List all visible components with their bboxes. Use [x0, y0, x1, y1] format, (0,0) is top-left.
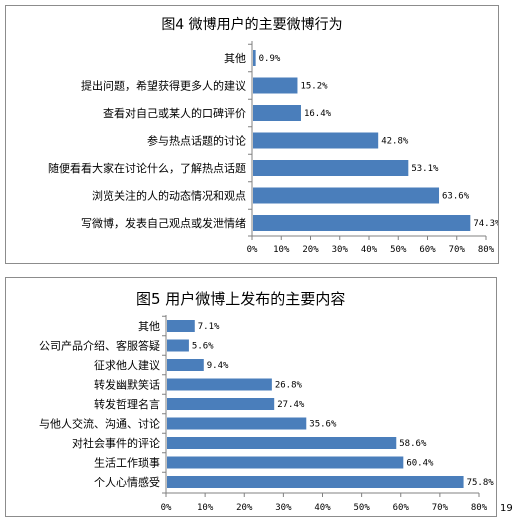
chart-panel-fig4: 图4 微博用户的主要微博行为 其他 0.9% 提出问题，希望获得更多人的建议 15.2… — [5, 5, 499, 264]
bar-chart-fig4: 其他 0.9% 提出问题，希望获得更多人的建议 15.2% 查看对自己或某人的口碑评价 1… — [48, 41, 498, 255]
bar — [253, 50, 256, 66]
bar-chart-fig5: 其他 7.1% 公司产品介绍、客服答疑 5.6% 征求他人建议 9.4% 转发幽默笑话 26.… — [39, 315, 495, 513]
data-label: 75.8% — [467, 478, 495, 488]
x-tick-label: 40% — [314, 503, 331, 513]
category-label: 对社会事件的评论 — [72, 436, 160, 450]
bar — [253, 187, 440, 204]
bar — [167, 320, 195, 332]
data-label: 5.6% — [192, 342, 214, 352]
x-tick-label: 60% — [419, 245, 436, 255]
chart-title-fig4: 图4 微博用户的主要微博行为 — [161, 17, 343, 33]
data-label: 42.8% — [381, 137, 409, 147]
x-tick-label: 60% — [393, 503, 410, 513]
category-label: 转发哲理名言 — [94, 397, 160, 411]
bar — [167, 339, 189, 352]
data-label: 60.4% — [406, 459, 434, 469]
x-tick-label: 40% — [361, 245, 378, 255]
bar — [253, 132, 379, 149]
data-label: 26.8% — [275, 381, 303, 391]
chart-panel-fig5: 图5 用户微博上发布的主要内容 其他 7.1% 公司产品介绍、客服答疑 5.6% 征求他… — [5, 277, 497, 517]
bar — [167, 378, 272, 391]
x-tick-label: 50% — [353, 503, 370, 513]
category-label: 转发幽默笑话 — [94, 377, 160, 391]
data-label: 63.6% — [442, 192, 470, 202]
bar — [253, 77, 298, 94]
category-label: 与他人交流、沟通、讨论 — [39, 416, 160, 430]
category-label: 征求他人建议 — [94, 358, 160, 372]
x-tick-label: 30% — [275, 503, 292, 513]
x-tick-label: 0% — [247, 245, 258, 255]
data-label: 16.4% — [304, 109, 332, 119]
bar — [253, 160, 409, 176]
bar — [167, 476, 464, 488]
x-tick-label: 20% — [236, 503, 253, 513]
x-tick-label: 30% — [332, 245, 349, 255]
chart-title-fig5: 图5 用户微博上发布的主要内容 — [136, 290, 346, 308]
data-label: 9.4% — [207, 361, 229, 371]
category-label: 其他 — [138, 320, 160, 333]
x-tick-label: 80% — [471, 503, 488, 513]
category-label: 随便看看大家在讨论什么，了解热点话题 — [48, 161, 246, 175]
bar — [167, 437, 397, 449]
category-label: 查看对自己或某人的口碑评价 — [103, 106, 246, 120]
data-label: 74.3% — [473, 219, 498, 229]
bar — [167, 359, 204, 371]
x-tick-label: 0% — [161, 503, 172, 513]
data-label: 58.6% — [399, 439, 427, 449]
bar — [253, 105, 301, 121]
data-label: 27.4% — [277, 400, 305, 410]
bar — [253, 215, 471, 231]
category-label: 浏览关注的人的动态情况和观点 — [92, 188, 246, 202]
category-label: 个人心情感受 — [94, 476, 160, 489]
x-tick-label: 70% — [432, 503, 449, 513]
bar — [167, 456, 404, 469]
x-tick-label: 80% — [478, 245, 495, 255]
x-tick-label: 10% — [273, 245, 290, 255]
x-tick-label: 10% — [197, 503, 214, 513]
data-label: 0.9% — [259, 54, 281, 64]
data-label: 7.1% — [198, 322, 220, 332]
data-label: 53.1% — [411, 164, 439, 174]
page-number: 19 — [500, 503, 513, 514]
category-label: 提出问题，希望获得更多人的建议 — [81, 78, 246, 92]
x-tick-label: 70% — [449, 245, 466, 255]
category-label: 公司产品介绍、客服答疑 — [39, 338, 160, 352]
data-label: 35.6% — [309, 420, 337, 430]
bar — [167, 398, 275, 410]
category-label: 写微博，发表自己观点或发泄情绪 — [81, 216, 246, 230]
category-label: 其他 — [224, 52, 246, 65]
data-label: 15.2% — [300, 82, 328, 92]
x-tick-label: 20% — [302, 245, 319, 255]
category-label: 参与热点话题的讨论 — [147, 133, 246, 147]
x-tick-label: 50% — [390, 245, 407, 255]
category-label: 生活工作琐事 — [94, 455, 160, 469]
bar — [167, 417, 307, 430]
